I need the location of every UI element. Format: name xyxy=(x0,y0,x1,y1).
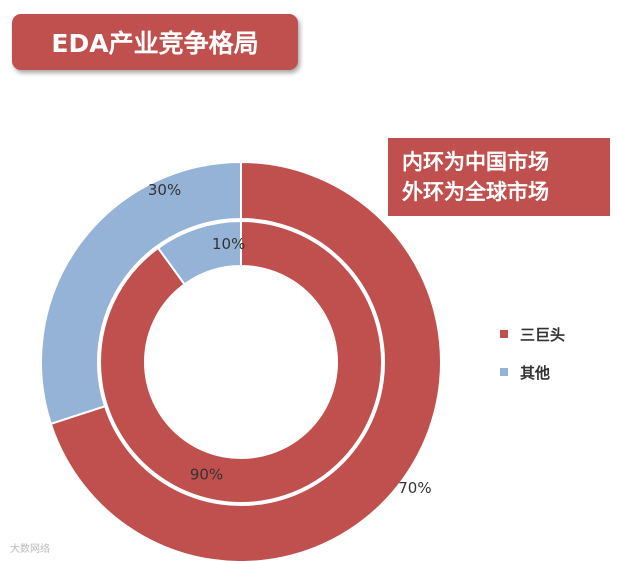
ring-note-inner: 内环为中国市场 xyxy=(402,150,549,174)
outer-ring-segment-big-three xyxy=(49,160,442,561)
inner-ring-segment-others xyxy=(156,219,242,286)
legend-item-big-three: 三巨头 xyxy=(500,322,565,346)
ring-note: 内环为中国市场 外环为全球市场 xyxy=(388,138,610,216)
legend-label-big-three: 三巨头 xyxy=(520,325,566,344)
inner-ring-label-others: 10% xyxy=(212,235,245,253)
legend-label-others: 其他 xyxy=(520,363,551,382)
inner-ring-segment-big-three xyxy=(99,219,383,504)
legend-swatch-big-three xyxy=(500,330,508,338)
watermark-text: 大数网络 xyxy=(10,544,50,555)
outer-ring-label-big-three: 70% xyxy=(398,479,431,497)
legend: 三巨头 其他 xyxy=(500,322,565,398)
outer-ring-segment-others xyxy=(40,160,242,426)
inner-ring-label-big-three: 90% xyxy=(190,465,223,483)
chart-title: EDA产业竞争格局 xyxy=(12,14,298,70)
legend-swatch-others xyxy=(500,368,508,376)
ring-note-outer: 外环为全球市场 xyxy=(402,180,549,204)
legend-item-others: 其他 xyxy=(500,360,565,384)
outer-ring-label-others: 30% xyxy=(148,181,181,199)
